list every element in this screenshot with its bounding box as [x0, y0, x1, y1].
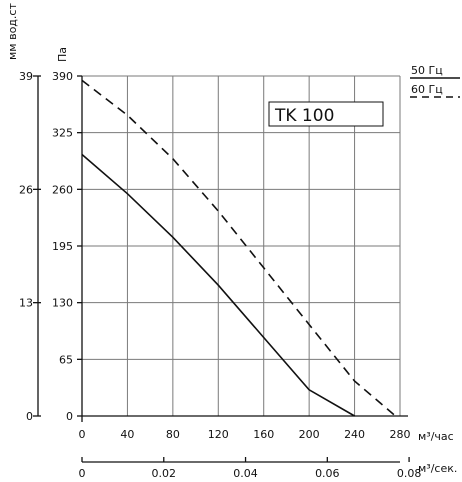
y-tick-label-mm: 39 [19, 70, 33, 83]
tick-labels: 0 40 80 120 160 200 240 28006513019526032539001… [19, 70, 421, 480]
series-lines [81, 79, 397, 417]
y-tick-label-mm: 13 [19, 297, 33, 310]
y-units-mm: мм вод.ст [6, 3, 19, 60]
x-tick-label: 280 [390, 428, 411, 441]
x-tick-label: 80 [166, 428, 180, 441]
y-units-pa: Па [56, 47, 69, 62]
series-line-50hz [81, 153, 355, 417]
legend-label-50: 50 Гц [411, 64, 443, 77]
y-tick-label-pa: 65 [59, 353, 73, 366]
x-tick-label: 200 [299, 428, 320, 441]
y-tick-label-pa: 325 [52, 127, 73, 140]
series-line-60hz [81, 79, 397, 417]
x-tick-label-secondary: 0.02 [152, 467, 177, 480]
y-tick-label-pa: 0 [66, 410, 73, 423]
y-tick-label-mm: 26 [19, 183, 33, 196]
x-tick-label: 160 [253, 428, 274, 441]
y-tick-label-pa: 390 [52, 70, 73, 83]
title-box [268, 101, 384, 127]
y-tick-label-pa: 260 [52, 183, 73, 196]
x-tick-label: 0 [79, 428, 86, 441]
y-tick-label-pa: 195 [52, 240, 73, 253]
y-tick-label-mm: 0 [26, 410, 33, 423]
x-tick-label-secondary: 0.08 [397, 467, 422, 480]
x-units-m3h: м³/час [418, 430, 454, 443]
y-tick-label-pa: 130 [52, 297, 73, 310]
x-tick-label-secondary: 0.06 [315, 467, 340, 480]
legend-label-60: 60 Гц [411, 83, 443, 96]
x-tick-label-secondary: 0.04 [233, 467, 258, 480]
x-units-m3s: м³/сек. [418, 462, 457, 475]
x-tick-label-secondary: 0 [79, 467, 86, 480]
x-tick-label: 40 [120, 428, 134, 441]
legend: 50 Гц 60 Гц [410, 64, 460, 98]
x-tick-label: 240 [344, 428, 365, 441]
title-text: TK 100 [274, 106, 334, 126]
x-tick-label: 120 [208, 428, 229, 441]
